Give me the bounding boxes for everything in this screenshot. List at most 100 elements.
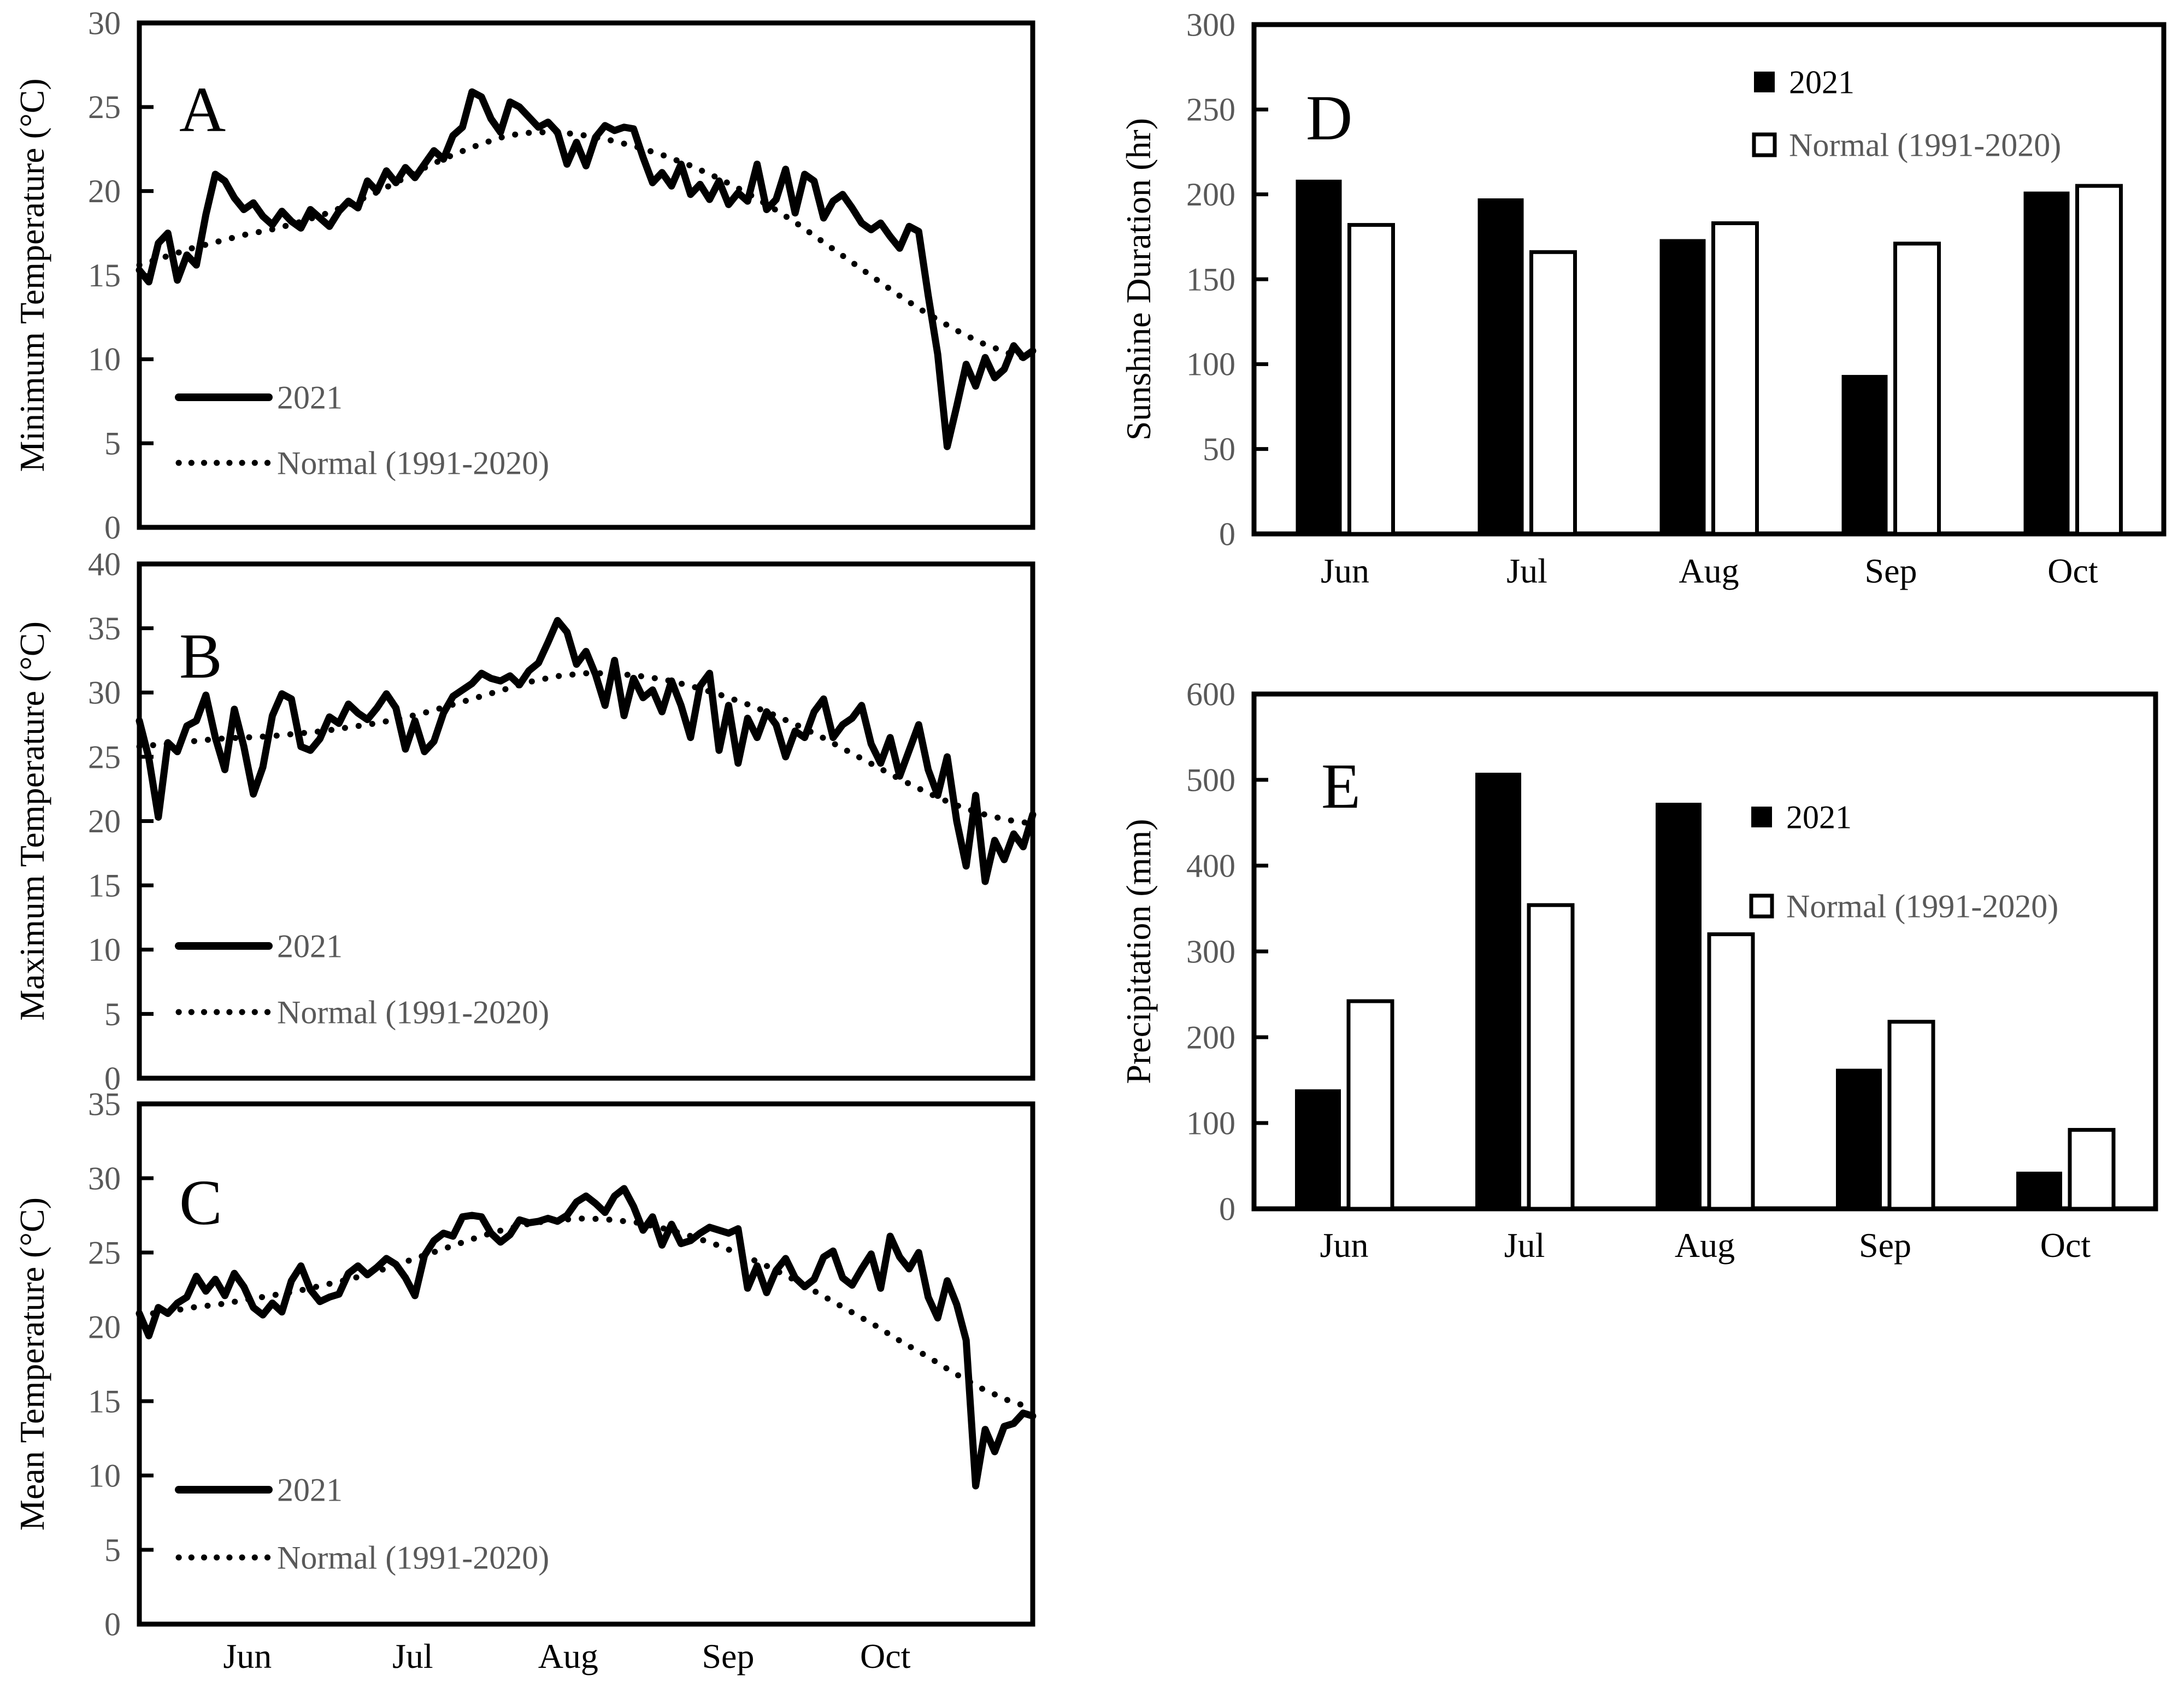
plot-border [1251,22,2167,537]
y-tick-label: 5 [104,1532,121,1568]
y-tick-label: 0 [104,1060,121,1096]
series-normal-dotted-line [136,129,1036,364]
bar-normal-oct [2075,184,2123,536]
y-tick-label: 10 [88,342,121,378]
legend-label: Normal (1991-2020) [1786,888,2058,924]
plot-border [137,561,1035,1081]
panel-letter: B [179,620,222,692]
x-category-label: Sep [1865,551,1917,590]
y-axis-title: Mean Temperature (°C) [13,1197,51,1531]
y-tick-label: 100 [1186,346,1235,383]
y-tick-label: 20 [88,173,121,209]
y-tick-label: 10 [88,932,121,968]
x-category-label: Aug [1679,551,1739,590]
x-category-label: Jun [1321,551,1369,590]
y-tick-label: 5 [104,996,121,1032]
y-tick-label: 250 [1186,92,1235,128]
legend-label: 2021 [277,379,343,415]
y-tick-label: 200 [1186,1019,1235,1055]
x-category-label: Sep [1859,1226,1911,1265]
panel-letter: D [1306,82,1352,154]
bar-2021-oct [2023,191,2070,535]
legend-label: 2021 [1786,799,1852,835]
y-axis-title: Maximum Temperature (°C) [13,621,51,1021]
bar-normal-jun [1347,223,1395,536]
legend-label: Normal (1991-2020) [277,994,549,1030]
bar-2021-jun [1296,179,1342,535]
series-normal-dotted-line [136,1215,1036,1412]
y-axis-title: Minimum Temperature (°C) [13,78,51,472]
bar-2021-jul [1477,198,1524,535]
y-tick-label: 15 [88,868,121,904]
y-tick-label: 35 [88,610,121,646]
y-tick-label: 0 [104,509,121,545]
y-tick-label: 25 [88,89,121,125]
y-tick-label: 35 [88,1086,121,1122]
legend-filled-square-swatch [1754,72,1775,92]
y-tick-label: 0 [1219,1191,1235,1227]
plot-border [1251,691,2158,1212]
legend-label: 2021 [277,928,343,964]
bar-normal-jul [1529,250,1577,536]
bar-2021-jul [1475,773,1521,1210]
bar-normal-jul [1527,903,1575,1211]
legend-label: Normal (1991-2020) [1789,127,2061,163]
legend-label: 2021 [1789,64,1855,100]
plot-border [137,1101,1035,1627]
y-tick-label: 400 [1186,848,1235,884]
y-tick-label: 30 [88,675,121,711]
x-category-label: Jul [1504,1226,1545,1265]
bar-2021-aug [1659,239,1706,535]
x-category-label: Oct [2047,551,2098,590]
y-tick-label: 20 [88,1309,121,1345]
y-tick-label: 300 [1186,7,1235,43]
y-tick-label: 20 [88,803,121,839]
x-month-label: Oct [860,1637,911,1676]
y-tick-label: 5 [104,426,121,462]
bar-normal-sep [1887,1020,1935,1211]
legend-label: Normal (1991-2020) [277,1539,549,1575]
series-2021-line [136,88,1037,450]
y-tick-label: 25 [88,1234,121,1271]
bar-2021-sep [1841,375,1888,536]
y-tick-label: 40 [88,546,121,582]
y-tick-label: 15 [88,257,121,293]
y-tick-label: 0 [104,1606,121,1642]
legend-open-square-swatch [1749,893,1774,919]
bar-normal-sep [1893,242,1941,536]
y-tick-label: 10 [88,1457,121,1494]
y-axis-title: Precipitation (mm) [1119,819,1158,1084]
y-tick-label: 30 [88,5,121,41]
panel-letter: E [1321,750,1361,822]
x-category-label: Jun [1320,1226,1369,1265]
bar-2021-oct [2016,1172,2062,1210]
x-category-label: Jul [1506,551,1547,590]
y-axis-title: Sunshine Duration (hr) [1119,118,1158,440]
x-month-label: Sep [702,1637,754,1676]
x-category-label: Oct [2040,1226,2091,1265]
panel-letter: A [179,74,226,145]
x-month-label: Aug [538,1637,598,1676]
plot-border [137,20,1035,530]
bar-normal-aug [1707,932,1755,1211]
y-tick-label: 600 [1186,676,1235,712]
bar-2021-jun [1295,1089,1341,1210]
x-month-label: Jul [392,1637,433,1676]
y-tick-label: 15 [88,1383,121,1419]
legend-label: Normal (1991-2020) [277,445,549,481]
panel-letter: C [179,1167,222,1238]
y-tick-label: 500 [1186,762,1235,798]
bar-2021-sep [1836,1068,1882,1210]
series-2021-line [136,617,1037,885]
y-tick-label: 0 [1219,516,1235,552]
y-tick-label: 25 [88,739,121,775]
x-month-label: Jun [223,1637,272,1676]
legend-label: 2021 [277,1472,343,1508]
bar-2021-aug [1656,802,1702,1210]
y-tick-label: 150 [1186,261,1235,297]
legend-open-square-swatch [1752,132,1777,157]
bar-normal-jun [1346,999,1394,1211]
y-tick-label: 200 [1186,177,1235,213]
